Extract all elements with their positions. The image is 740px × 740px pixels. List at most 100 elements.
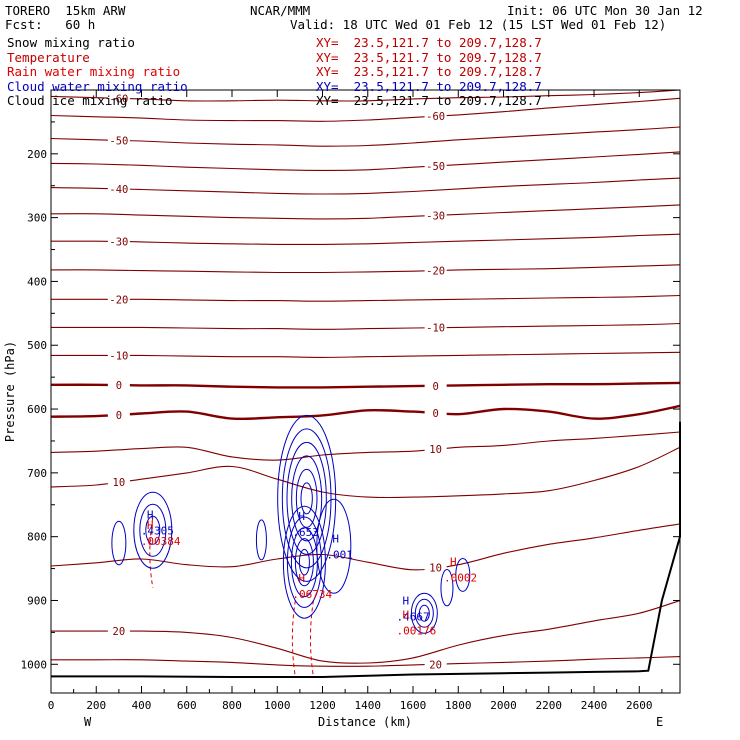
temperature-contour bbox=[51, 204, 680, 220]
cloud-water-contour bbox=[440, 569, 454, 607]
x-tick-label: 1000 bbox=[264, 699, 291, 712]
legend-section-coords: XY= 23.5,121.7 to 209.7,128.7 bbox=[316, 35, 542, 50]
temperature-contour bbox=[51, 523, 680, 571]
rain-max-marker: H bbox=[298, 572, 305, 585]
x-tick-label: 0 bbox=[48, 699, 55, 712]
contour-label-bg bbox=[107, 476, 130, 488]
temperature-contour-label: -30 bbox=[109, 237, 128, 249]
legend-entry: Rain water mixing ratio bbox=[7, 64, 181, 79]
cloud-water-contour bbox=[295, 468, 318, 528]
y-tick-label: 400 bbox=[27, 275, 47, 288]
y-tick-label: 900 bbox=[27, 594, 47, 607]
temperature-contour bbox=[51, 446, 680, 499]
y-tick-label: 500 bbox=[27, 339, 47, 352]
cloud-water-max-marker: H bbox=[298, 510, 305, 523]
temperature-contour bbox=[51, 264, 680, 274]
cloud-water-contour bbox=[300, 482, 313, 515]
temperature-contour bbox=[51, 404, 680, 421]
legend-entry: Cloud ice mixing ratio bbox=[7, 93, 173, 108]
y-tick-label: 200 bbox=[27, 148, 47, 161]
init-time: Init: 06 UTC Mon 30 Jan 12 bbox=[507, 3, 703, 18]
x-tick-label: 800 bbox=[222, 699, 242, 712]
temperature-contour-label: 10 bbox=[113, 477, 126, 489]
temperature-contour-label: -10 bbox=[426, 323, 445, 335]
y-tick-label: 700 bbox=[27, 467, 47, 480]
cloud-water-max-label: .4667 bbox=[396, 610, 429, 623]
cloud-water-contour bbox=[281, 428, 332, 569]
temperature-contour-label: -20 bbox=[426, 266, 445, 278]
rain-max-marker: H bbox=[147, 519, 154, 532]
cloud-water-contour bbox=[286, 516, 322, 608]
west-label: W bbox=[84, 715, 92, 729]
cloud-water-contour bbox=[298, 548, 310, 576]
contour-label-bg bbox=[107, 92, 130, 104]
temperature-contour bbox=[51, 351, 680, 358]
rain-contour bbox=[149, 517, 154, 588]
temperature-contour bbox=[51, 599, 680, 664]
temperature-contour-label: 0 bbox=[116, 380, 122, 392]
contour-label-bg bbox=[107, 182, 130, 194]
cloud-water-contour bbox=[316, 498, 352, 594]
x-axis-label: Distance (km) bbox=[318, 715, 412, 729]
contour-label-bg bbox=[424, 379, 447, 391]
x-tick-label: 2600 bbox=[626, 699, 653, 712]
contour-label-bg bbox=[107, 134, 130, 146]
contour-label-bg bbox=[424, 321, 447, 333]
terrain-line bbox=[51, 421, 681, 678]
temperature-contour-label: -60 bbox=[426, 111, 445, 123]
temperature-contour bbox=[51, 233, 680, 246]
x-tick-label: 1200 bbox=[309, 699, 336, 712]
temperature-contour-label: -10 bbox=[109, 350, 128, 362]
rain-max-label: .00384 bbox=[141, 535, 181, 548]
cloud-water-contour bbox=[145, 515, 161, 545]
temperature-contour-label: -60 bbox=[109, 93, 128, 105]
rain-max-label: .06734 bbox=[292, 588, 332, 601]
legend-entry: Temperature bbox=[7, 49, 90, 65]
temperature-contour-label: -50 bbox=[109, 135, 128, 147]
contour-label-bg bbox=[107, 235, 130, 247]
x-tick-label: 1800 bbox=[445, 699, 472, 712]
legend-section-coords: XY= 23.5,121.7 to 209.7,128.7 bbox=[316, 64, 542, 79]
cloud-water-max-label: .653 bbox=[292, 526, 319, 539]
temperature-contour-label: 10 bbox=[429, 562, 442, 574]
cloud-water-max-marker: H bbox=[147, 508, 154, 521]
contour-label-bg bbox=[424, 443, 447, 455]
center-title: NCAR/MMM bbox=[250, 3, 311, 18]
temperature-contour bbox=[51, 97, 680, 122]
x-tick-label: 1600 bbox=[400, 699, 427, 712]
temperature-contour-label: 20 bbox=[113, 626, 126, 638]
cloud-water-contour bbox=[133, 491, 173, 569]
rain-max-marker: H bbox=[402, 608, 409, 621]
forecast-hour: Fcst: 60 h bbox=[5, 17, 96, 32]
x-tick-label: 200 bbox=[86, 699, 106, 712]
y-tick-label: 300 bbox=[27, 212, 47, 225]
x-tick-label: 400 bbox=[132, 699, 152, 712]
temperature-contour-label: 0 bbox=[432, 408, 438, 420]
cloud-water-contour bbox=[255, 519, 267, 561]
temperature-contour bbox=[51, 381, 680, 389]
temperature-contour bbox=[51, 322, 680, 330]
cloud-water-contour bbox=[282, 505, 326, 619]
rain-contour bbox=[309, 600, 314, 678]
contour-label-bg bbox=[107, 349, 130, 361]
rain-max-marker: H bbox=[450, 556, 457, 569]
cloud-water-max-marker: H bbox=[402, 594, 409, 607]
contour-label-bg bbox=[424, 159, 447, 171]
temperature-contour bbox=[51, 656, 680, 667]
temperature-contour-label: 0 bbox=[116, 410, 122, 422]
east-label: E bbox=[656, 715, 663, 729]
legend-entry: Snow mixing ratio bbox=[7, 35, 135, 50]
legend-entry: Cloud water mixing ratio bbox=[7, 78, 188, 94]
cloud-water-contour bbox=[418, 604, 430, 622]
temperature-contour-label: 20 bbox=[429, 659, 442, 671]
contour-label-bg bbox=[424, 406, 447, 418]
cloud-water-max-marker: H bbox=[332, 533, 339, 546]
cloud-water-contour bbox=[277, 414, 337, 582]
temperature-contour-label: -30 bbox=[426, 210, 445, 222]
rain-max-label: .0002 bbox=[444, 572, 477, 585]
contour-label-bg bbox=[107, 379, 130, 391]
contour-label-bg bbox=[424, 209, 447, 221]
rain-max-label: .00176 bbox=[396, 624, 436, 637]
x-tick-label: 2400 bbox=[581, 699, 608, 712]
